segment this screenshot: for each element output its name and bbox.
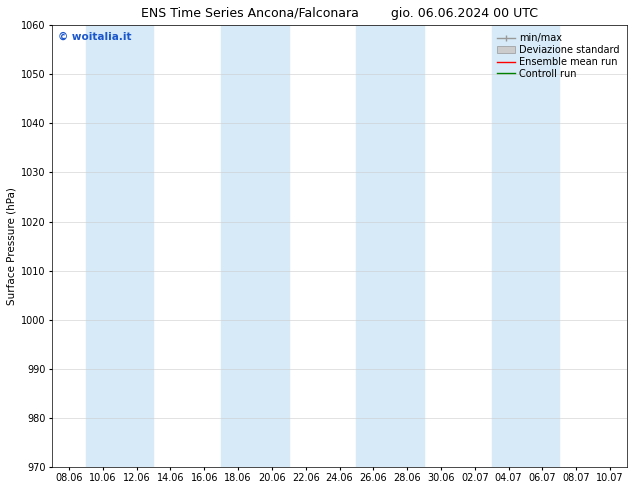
Bar — [255, 25, 288, 467]
Bar — [86, 25, 120, 467]
Bar — [526, 25, 559, 467]
Bar — [120, 25, 153, 467]
Bar — [221, 25, 255, 467]
Bar — [492, 25, 526, 467]
Text: © woitalia.it: © woitalia.it — [58, 32, 131, 42]
Bar — [356, 25, 391, 467]
Bar — [391, 25, 424, 467]
Y-axis label: Surface Pressure (hPa): Surface Pressure (hPa) — [7, 187, 17, 305]
Title: ENS Time Series Ancona/Falconara        gio. 06.06.2024 00 UTC: ENS Time Series Ancona/Falconara gio. 06… — [141, 7, 538, 20]
Legend: min/max, Deviazione standard, Ensemble mean run, Controll run: min/max, Deviazione standard, Ensemble m… — [495, 30, 622, 82]
